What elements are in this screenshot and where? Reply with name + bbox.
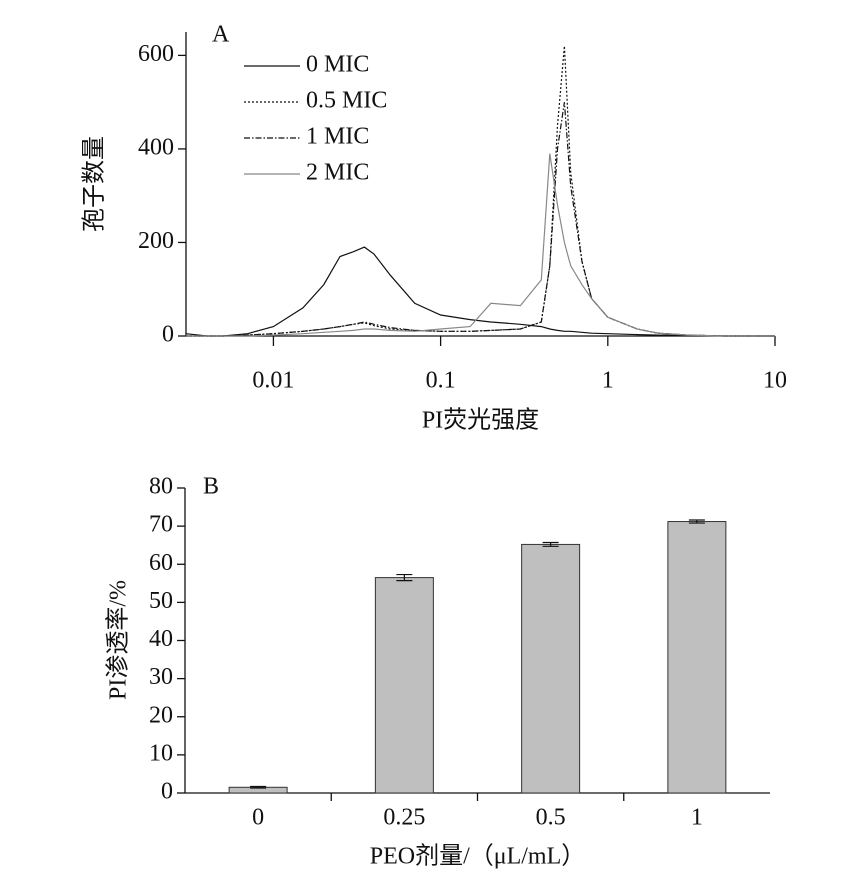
error-bar (250, 785, 267, 789)
y-tick-label: 80 (149, 474, 173, 500)
bar (374, 577, 434, 794)
x-tick-label: 0.1 (426, 368, 456, 394)
x-axis-label: PI荧光强度 (422, 407, 539, 434)
y-tick-label: 0 (161, 779, 173, 805)
x-tick-label: 0.25 (383, 805, 425, 831)
legend-label: 2 MIC (306, 160, 369, 186)
x-tick-label: 1 (691, 805, 703, 831)
legend-label: 0 MIC (306, 52, 369, 78)
y-tick-label: 20 (149, 702, 173, 728)
line-series (186, 45, 775, 337)
bar (667, 521, 727, 794)
y-tick-label: 40 (149, 626, 173, 652)
x-tick-label: 0 (252, 805, 264, 831)
x-tick-label: 0.5 (536, 805, 566, 831)
panel-label: B (203, 474, 219, 500)
y-axis-label: 孢子数量 (81, 136, 108, 232)
line-series (185, 246, 775, 337)
error-bar (396, 573, 413, 582)
y-tick-label: 600 (138, 41, 174, 67)
y-tick-label: 200 (138, 228, 174, 254)
error-bar (688, 519, 705, 524)
line-series (186, 153, 775, 337)
legend-label: 0.5 MIC (306, 88, 387, 114)
error-bar (542, 541, 559, 547)
line-series (186, 102, 775, 337)
y-axis-label: PI渗透率/% (105, 580, 132, 700)
panel-label: A (212, 22, 230, 48)
y-tick-label: 10 (149, 740, 173, 766)
x-tick-label: 0.01 (252, 368, 294, 394)
y-tick-label: 50 (149, 588, 173, 614)
y-tick-label: 70 (149, 512, 173, 538)
x-tick-label: 10 (763, 368, 787, 394)
y-tick-label: 60 (149, 550, 173, 576)
y-tick-label: 30 (149, 664, 173, 690)
y-tick-label: 0 (162, 322, 174, 348)
x-tick-label: 1 (602, 368, 614, 394)
legend-label: 1 MIC (306, 124, 369, 150)
y-tick-label: 400 (138, 134, 174, 160)
x-axis-label: PEO剂量/（μL/mL） (370, 843, 586, 870)
bar (521, 543, 581, 794)
